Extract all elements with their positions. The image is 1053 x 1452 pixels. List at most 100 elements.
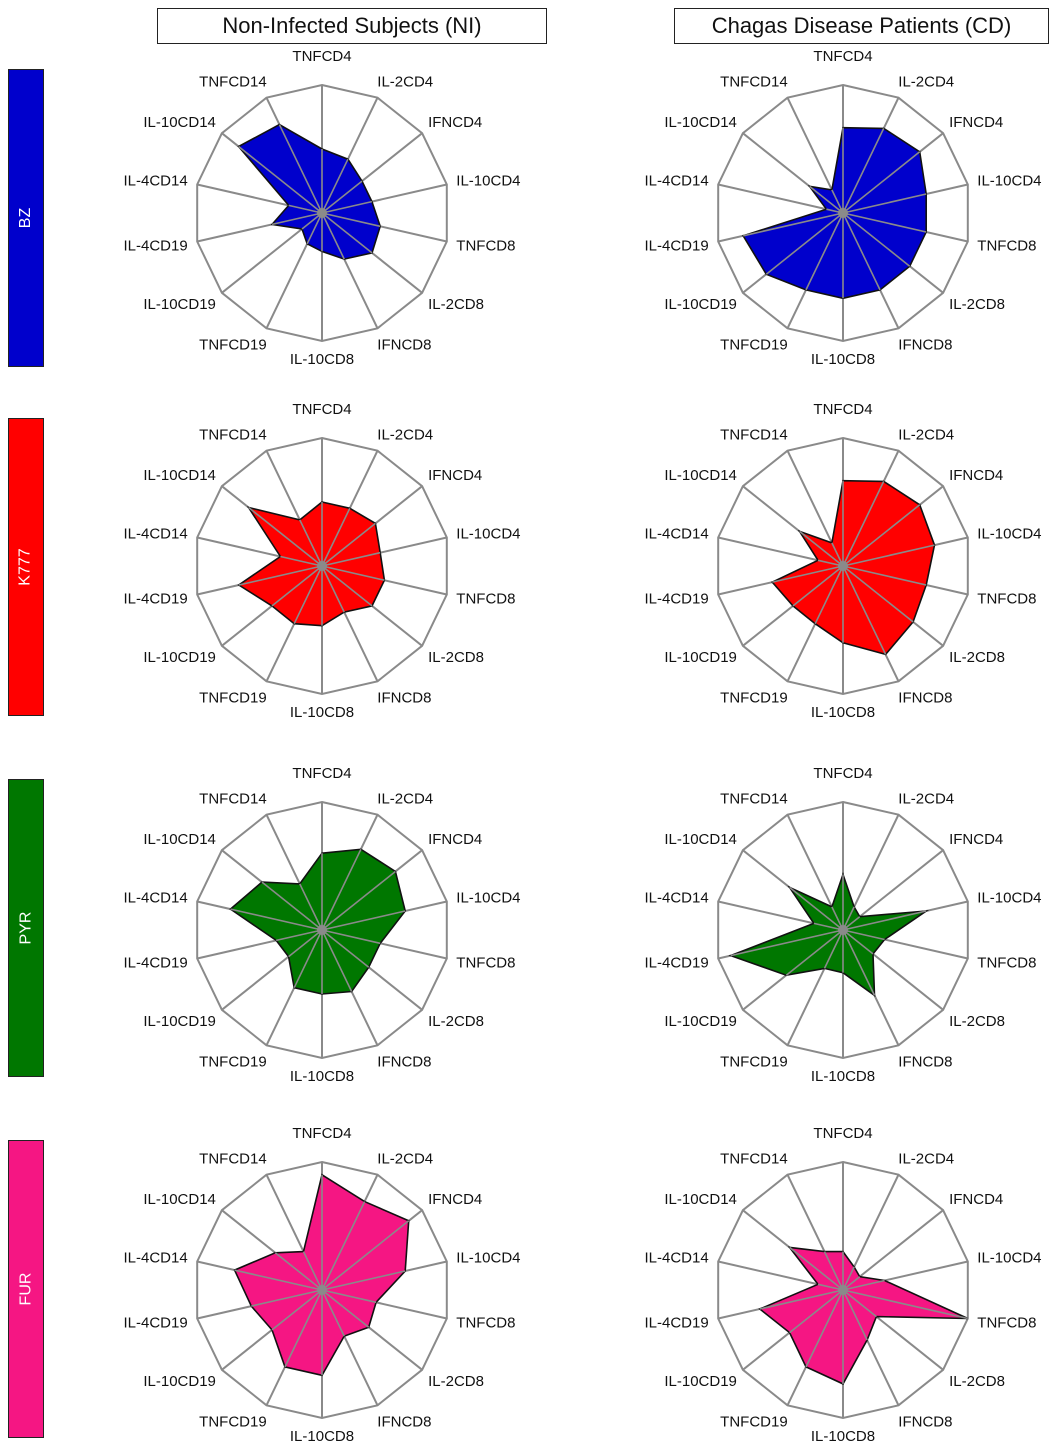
radar-spoke-overlay (799, 530, 844, 567)
axis-label: IFNCD8 (898, 1414, 952, 1431)
radar-spoke-overlay (251, 1289, 323, 1307)
radar-spoke-overlay (321, 1289, 370, 1328)
radar-spoke-overlay (321, 507, 351, 567)
axis-label: IL-2CD4 (377, 74, 433, 91)
axis-label: IL-2CD8 (949, 296, 1005, 313)
radar-spoke-overlay (789, 1289, 844, 1334)
radar-spoke-overlay (271, 565, 323, 607)
radar-spoke-overlay (293, 565, 323, 625)
axis-label: IL-4CD14 (123, 890, 187, 907)
radar-spoke-overlay (842, 193, 927, 214)
axis-label: TNFCD4 (813, 765, 872, 782)
axis-label: IL-10CD8 (290, 704, 354, 721)
axis-label: TNFCD14 (720, 74, 788, 91)
radar-spoke-overlay (842, 910, 927, 931)
axis-label: IFNCD4 (949, 467, 1003, 484)
axis-label: IL-10CD19 (664, 1013, 737, 1030)
radar-pyr-cd: TNFCD4 IL-2CD4 IFNCD4 IL-10CD4 TNFCD8 IL-2CD8… (644, 765, 1041, 1085)
radar-spoke-overlay (842, 1289, 868, 1341)
radar-spoke-overlay (842, 212, 881, 291)
column-title-text: Non-Infected Subjects (NI) (222, 13, 482, 38)
radar-spoke-overlay (321, 565, 385, 581)
radar-spoke-overlay (792, 565, 844, 607)
axis-label: IL-10CD8 (811, 1068, 875, 1085)
axis-label: IL-4CD14 (644, 1250, 708, 1267)
axis-label: IL-2CD8 (428, 296, 484, 313)
radar-spoke-overlay (842, 929, 885, 941)
axis-label: IL-10CD4 (456, 890, 520, 907)
radar-spoke-overlay (730, 929, 844, 957)
axis-label: TNFCD19 (720, 337, 788, 354)
radar-spoke-overlay (772, 565, 844, 583)
axis-label: IL-4CD14 (644, 173, 708, 190)
axis-label: IL-10CD8 (811, 1428, 875, 1445)
axis-label: IL-10CD4 (456, 526, 520, 543)
radar-spoke-overlay (302, 1251, 323, 1291)
axis-label: IL-4CD14 (123, 526, 187, 543)
axis-label: IFNCD4 (949, 114, 1003, 131)
radar-spoke-overlay (271, 212, 323, 226)
axis-label: IL-10CD4 (977, 526, 1041, 543)
radar-fur-cd: TNFCD4 IL-2CD4 IFNCD4 IL-10CD4 TNFCD8 IL-2CD8… (644, 1125, 1041, 1445)
axis-label: TNFCD19 (199, 1414, 267, 1431)
row-label-bar-bz: BZ (8, 69, 44, 367)
axis-label: IL-10CD8 (811, 351, 875, 368)
radar-center (838, 1285, 848, 1295)
radar-spoke-overlay (321, 1220, 410, 1291)
radar-spoke-overlay (271, 1289, 323, 1331)
radar-spoke-overlay (805, 1289, 844, 1368)
row-label-bar-pyr: PYR (8, 779, 44, 1077)
radar-spoke-overlay (321, 929, 381, 945)
axis-label: IFNCD4 (428, 467, 482, 484)
axis-label: IL-10CD14 (143, 114, 216, 131)
radar-spoke-overlay (842, 565, 887, 655)
radar-fur-ni: TNFCD4 IL-2CD4 IFNCD4 IL-10CD4 TNFCD8 IL-2CD8… (123, 1125, 520, 1445)
radar-spoke-overlay (842, 929, 874, 955)
axis-label: IL-2CD8 (949, 649, 1005, 666)
axis-label: IL-10CD8 (811, 704, 875, 721)
radar-spoke-overlay (842, 481, 885, 567)
axis-label: IL-10CD4 (977, 890, 1041, 907)
axis-label: TNFCD14 (199, 74, 267, 91)
axis-label: IL-2CD4 (377, 791, 433, 808)
radar-spoke-overlay (321, 1289, 345, 1337)
radar-spoke-overlay (321, 1270, 406, 1291)
radar-center (317, 925, 327, 935)
axis-label: IL-2CD4 (898, 427, 954, 444)
radar-center (838, 925, 848, 935)
axis-label: IL-10CD19 (143, 649, 216, 666)
column-title-text: Chagas Disease Patients (CD) (711, 13, 1012, 38)
axis-label: IL-10CD19 (664, 296, 737, 313)
axis-label: TNFCD14 (720, 791, 788, 808)
radar-spoke-overlay (321, 565, 345, 613)
radar-spoke-overlay (248, 506, 323, 567)
axis-label: IL-10CD19 (143, 1013, 216, 1030)
axis-label: IL-2CD8 (949, 1373, 1005, 1390)
radar-spoke-overlay (321, 1289, 377, 1304)
axis-label: IL-10CD8 (290, 1428, 354, 1445)
axis-label: IFNCD8 (898, 1054, 952, 1071)
axis-label: IL-10CD14 (664, 467, 737, 484)
axis-label: IL-4CD19 (123, 238, 187, 255)
radar-spoke-overlay (321, 200, 373, 214)
radar-spoke-overlay (321, 929, 370, 968)
axis-label: TNFCD14 (199, 1151, 267, 1168)
axis-label: IL-10CD19 (143, 296, 216, 313)
radar-center (838, 208, 848, 218)
axis-label: IL-2CD8 (428, 649, 484, 666)
axis-label: IL-4CD19 (644, 591, 708, 608)
radar-spoke-overlay (321, 910, 406, 931)
axis-label: TNFCD8 (456, 1315, 515, 1332)
axis-label: IL-4CD14 (644, 890, 708, 907)
radar-spoke-overlay (280, 555, 323, 567)
axis-label: IL-2CD8 (428, 1013, 484, 1030)
radar-bz-cd: TNFCD4 IL-2CD4 IFNCD4 IL-10CD4 TNFCD8 IL-2CD8… (644, 48, 1041, 368)
radar-spoke-overlay (299, 883, 323, 931)
axis-label: IL-4CD14 (123, 1250, 187, 1267)
axis-label: TNFCD4 (292, 1125, 351, 1142)
axis-label: IL-10CD19 (664, 649, 737, 666)
axis-label: IL-10CD4 (456, 1250, 520, 1267)
axis-label: TNFCD8 (977, 955, 1036, 972)
radar-center (317, 561, 327, 571)
